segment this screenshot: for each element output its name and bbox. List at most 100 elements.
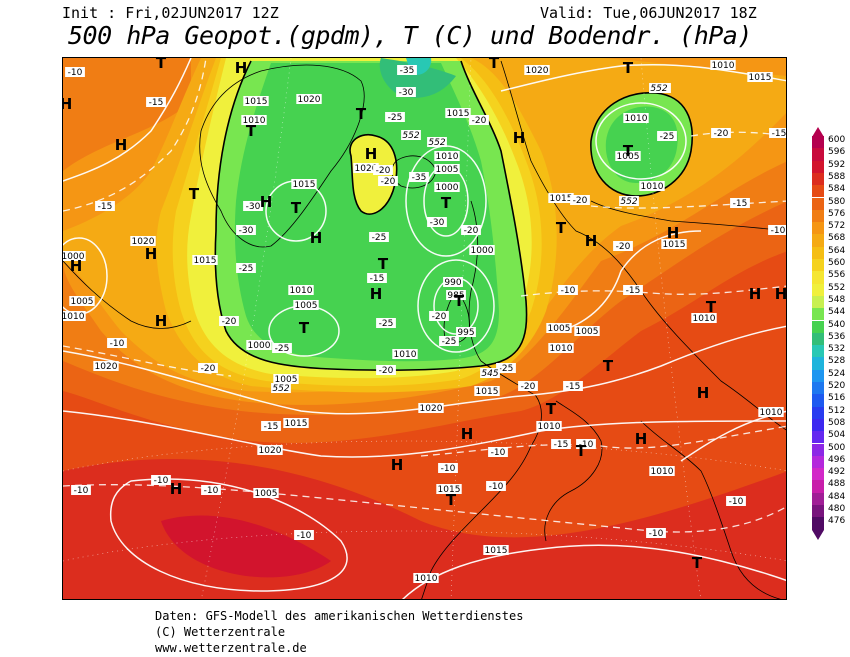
pressure-label: 1000 xyxy=(471,246,494,256)
temperature-label: -25 xyxy=(388,113,403,123)
legend-swatch xyxy=(812,246,824,259)
height-contour-label: 552 xyxy=(650,84,667,94)
legend-value: 492 xyxy=(828,467,846,478)
temperature-label-bg xyxy=(243,201,263,211)
height-contour-label-bg xyxy=(649,83,669,93)
legend-value: 540 xyxy=(828,319,846,330)
temperature-label: -30 xyxy=(246,202,261,212)
legend-value: 552 xyxy=(828,282,846,293)
pressure-label-bg xyxy=(483,545,509,555)
pressure-label: 1015 xyxy=(293,180,316,190)
legend-value: 600 xyxy=(828,135,846,145)
pressure-label-bg xyxy=(456,327,476,337)
temperature-label-bg xyxy=(146,97,166,107)
legend-top-arrow xyxy=(812,127,824,137)
pressure-label: 1005 xyxy=(255,489,278,499)
valid-time: Valid: Tue,06JUN2017 18Z xyxy=(540,4,757,22)
pressure-label: 985 xyxy=(447,291,464,301)
pressure-label: 1000 xyxy=(436,183,459,193)
high-pressure-marker: H xyxy=(370,285,383,303)
low-pressure-marker: T xyxy=(454,292,465,310)
temperature-label-bg xyxy=(438,463,458,473)
temperature-label: -10 xyxy=(579,440,594,450)
temperature-label: -25 xyxy=(379,319,394,329)
pressure-label: 1015 xyxy=(285,419,308,429)
legend-value: 524 xyxy=(828,368,846,379)
temperature-label: -20 xyxy=(472,116,487,126)
legend-value: 564 xyxy=(828,245,846,256)
legend-value: 532 xyxy=(828,344,846,355)
low-pressure-marker: T xyxy=(299,319,310,337)
temperature-label-bg xyxy=(486,481,506,491)
high-pressure-marker: H xyxy=(170,480,183,498)
temperature-label: -15 xyxy=(733,199,748,209)
pressure-label-bg xyxy=(615,151,641,161)
pressure-label-bg xyxy=(257,445,283,455)
pressure-label-bg xyxy=(63,311,86,321)
temperature-label-bg xyxy=(198,363,218,373)
temperature-label: -10 xyxy=(297,531,312,541)
legend-swatch xyxy=(812,295,824,309)
legend-swatch xyxy=(812,222,824,235)
temperature-isotherms xyxy=(63,58,786,533)
legend-swatch xyxy=(812,320,824,333)
pressure-label: 1010 xyxy=(394,350,417,360)
pressure-label-bg xyxy=(273,374,299,384)
temperature-label-bg xyxy=(236,225,256,235)
temperature-label: -15 xyxy=(772,129,787,139)
legend-swatch xyxy=(812,357,824,370)
field-cutoff-540 xyxy=(605,106,678,183)
pressure-label: 990 xyxy=(444,278,461,288)
low-pressure-marker: T xyxy=(706,298,717,316)
temperature-label-bg xyxy=(151,475,171,485)
credit-website[interactable]: www.wetterzentrale.de xyxy=(155,641,307,655)
temperature-label-bg xyxy=(95,201,115,211)
legend-swatch xyxy=(812,345,824,358)
temperature-label-bg xyxy=(71,485,91,495)
legend-swatch xyxy=(812,468,824,481)
low-pressure-marker: T xyxy=(189,185,200,203)
legend-value: 528 xyxy=(828,356,846,367)
pressure-label-bg xyxy=(649,466,675,476)
pressure-label: 1015 xyxy=(245,97,268,107)
temperature-label: -15 xyxy=(98,202,113,212)
pressure-label-bg xyxy=(63,251,86,261)
low-pressure-marker: T xyxy=(692,554,703,572)
legend-value: 548 xyxy=(828,294,846,305)
height-contour-label: 552 xyxy=(428,138,445,148)
pressure-label-bg xyxy=(548,343,574,353)
pressure-label: 1020 xyxy=(526,66,549,76)
temperature-label: -25 xyxy=(499,364,514,374)
temperature-label-bg xyxy=(385,112,405,122)
temperature-label-bg xyxy=(563,381,583,391)
high-pressure-marker: H xyxy=(391,456,404,474)
low-pressure-marker: T xyxy=(378,255,389,273)
temperature-label-bg xyxy=(367,273,387,283)
high-pressure-marker: H xyxy=(697,384,710,402)
legend-value: 504 xyxy=(828,430,846,441)
low-pressure-marker: T xyxy=(291,199,302,217)
pressure-label-bg xyxy=(413,573,439,583)
legend-value: 576 xyxy=(828,208,846,219)
pressure-label: 1010 xyxy=(415,574,438,584)
legend-swatch xyxy=(812,492,824,505)
pressure-label-bg xyxy=(353,163,379,173)
low-pressure-marker: T xyxy=(623,59,634,77)
temperature-label-bg xyxy=(373,165,393,175)
pressure-label: 1020 xyxy=(420,404,443,414)
pressure-label: 1005 xyxy=(617,152,640,162)
high-pressure-marker: H xyxy=(461,425,474,443)
map-labels: 1015 102010101015102010151000100510101010… xyxy=(63,58,787,584)
temperature-label: -25 xyxy=(275,344,290,354)
temperature-label-bg xyxy=(376,318,396,328)
pressure-label: 1020 xyxy=(298,95,321,105)
temperature-label-bg xyxy=(657,131,677,141)
pressure-label: 1015 xyxy=(447,109,470,119)
high-pressure-marker: H xyxy=(585,232,598,250)
legend-swatch xyxy=(812,443,824,456)
temperature-label-bg xyxy=(65,67,85,77)
temperature-label-bg xyxy=(396,87,416,97)
temperature-label-bg xyxy=(551,439,571,449)
temperature-label: -20 xyxy=(573,196,588,206)
temperature-label: -15 xyxy=(370,274,385,284)
